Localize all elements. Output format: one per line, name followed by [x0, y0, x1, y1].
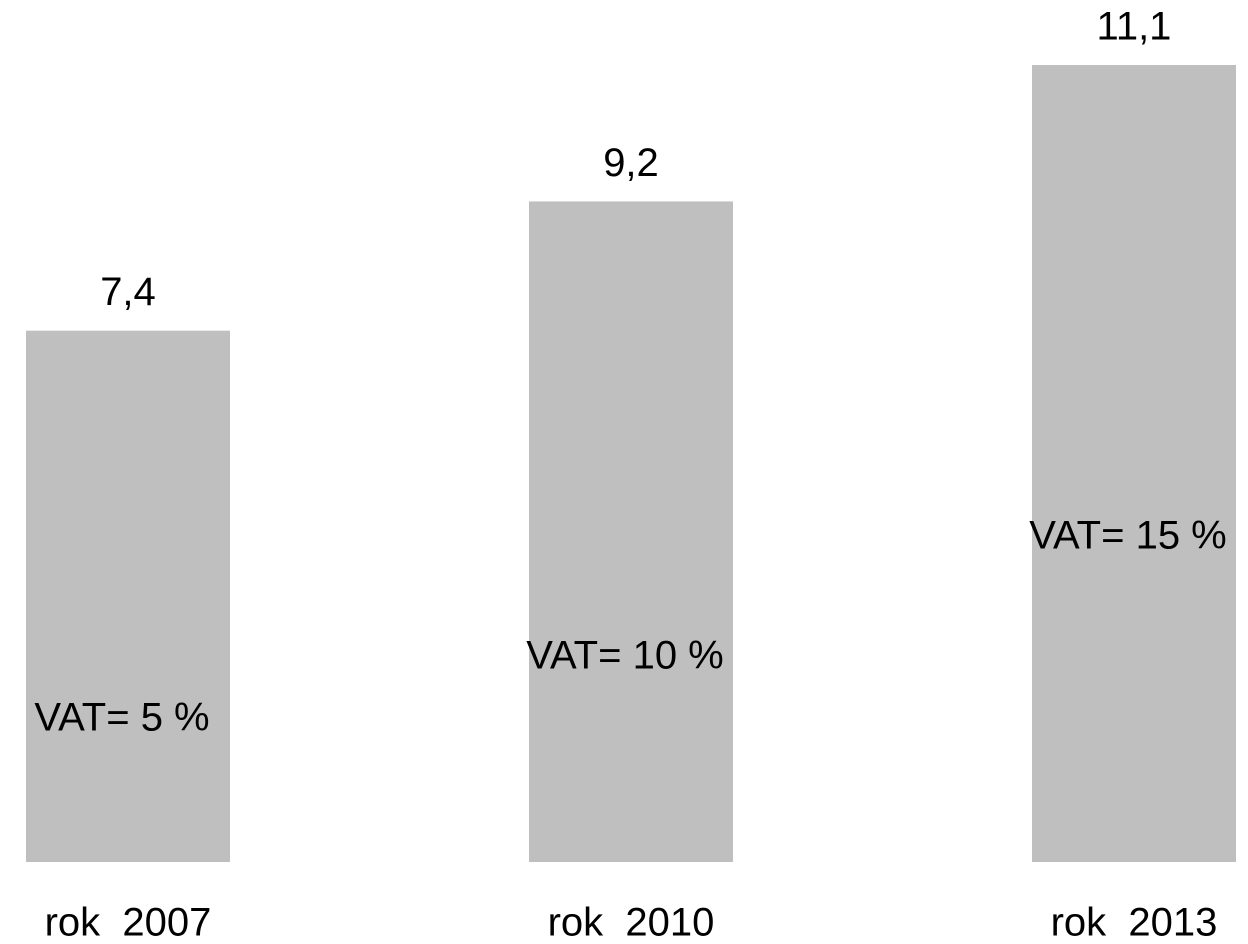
x-tick-label: rok 2013 — [1051, 901, 1218, 944]
bar — [26, 330, 230, 862]
annotation: VAT= 15 % — [1029, 514, 1227, 558]
bar — [529, 201, 733, 862]
x-tick-label: rok 2007 — [45, 901, 212, 944]
annotation: VAT= 10 % — [526, 634, 724, 678]
bar — [1032, 65, 1236, 862]
annotation: VAT= 5 % — [34, 696, 209, 740]
x-tick-label: rok 2010 — [548, 901, 715, 944]
value-label: 11,1 — [1097, 5, 1172, 49]
value-label: 9,2 — [603, 141, 659, 185]
value-label: 7,4 — [100, 270, 156, 314]
